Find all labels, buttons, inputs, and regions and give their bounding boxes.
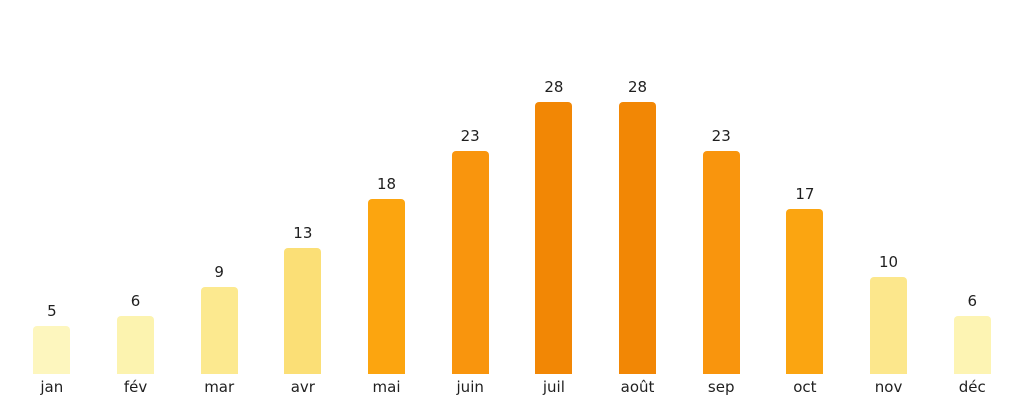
bar	[535, 102, 573, 374]
bar	[953, 315, 991, 374]
month-label: juil	[542, 378, 565, 396]
bar-group: 23 sep	[679, 0, 763, 404]
bar	[200, 286, 238, 374]
bar-value-label: 17	[795, 185, 815, 204]
bar-value-label: 6	[130, 291, 141, 310]
bar-value-label: 9	[214, 262, 224, 281]
bar	[870, 277, 908, 374]
bar-value-label: 23	[460, 126, 480, 145]
bar	[117, 315, 154, 374]
bar	[786, 209, 824, 374]
bar-group: 6 déc	[930, 0, 1014, 404]
bar-value-label: 6	[967, 291, 977, 310]
bar-value-label: 10	[879, 253, 899, 271]
bar-group: 28 août	[596, 0, 680, 404]
month-label: jan	[40, 378, 64, 396]
month-label: oct	[793, 378, 817, 396]
bar-group: 10 nov	[847, 0, 931, 404]
month-label: mar	[204, 378, 235, 396]
bar-group: 6 fév	[94, 0, 178, 404]
bar	[619, 102, 657, 374]
bar-group: 28 juil	[512, 0, 596, 404]
bar-group: 17 oct	[763, 0, 847, 404]
month-label: août	[620, 378, 655, 396]
bar-value-label: 5	[47, 301, 57, 320]
bar-value-label: 28	[627, 78, 648, 97]
bar	[702, 150, 740, 374]
bar	[33, 325, 71, 374]
bar	[451, 150, 489, 374]
month-label: déc	[958, 378, 986, 396]
bar-value-label: 13	[293, 223, 313, 242]
bar	[284, 247, 322, 374]
month-label: fév	[123, 378, 148, 396]
bar-group: 13 avr	[261, 0, 345, 404]
month-label: avr	[290, 378, 315, 396]
bar-group: 18 mai	[345, 0, 429, 404]
bar	[368, 199, 406, 374]
bar-group: 23 juin	[428, 0, 512, 404]
month-label: mai	[372, 378, 401, 396]
bar-value-label: 18	[376, 175, 397, 194]
bar-group: 5 jan	[10, 0, 94, 404]
month-label: nov	[874, 378, 903, 396]
month-label: sep	[707, 378, 735, 396]
month-label: juin	[456, 378, 484, 396]
bar-value-label: 28	[544, 78, 564, 97]
bar-group: 9 mar	[177, 0, 261, 404]
bar-value-label: 23	[711, 126, 731, 145]
